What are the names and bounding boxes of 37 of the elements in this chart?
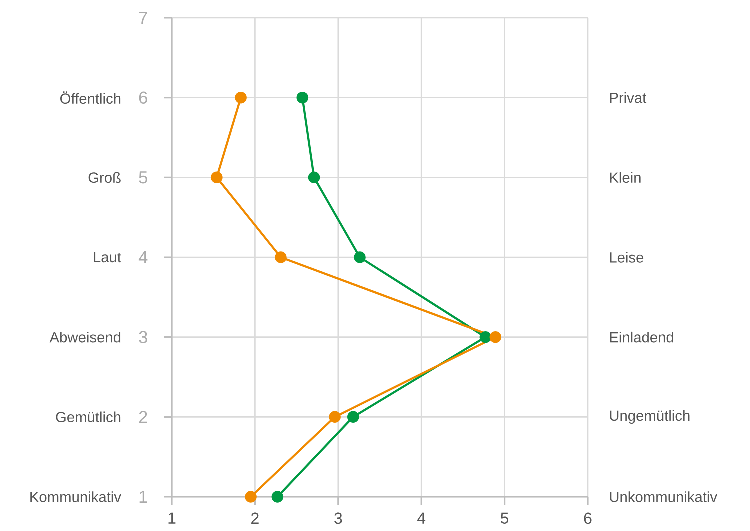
text: 2 — [139, 411, 148, 424]
x-tick-label: 4 — [418, 512, 426, 524]
point — [308, 172, 320, 184]
y-tick-label: Laut — [94, 252, 122, 263]
text: 5 — [139, 172, 148, 184]
y2-tick-label: Einladend — [610, 332, 674, 343]
x-tick-label: 1 — [168, 512, 176, 524]
point — [480, 331, 492, 344]
x-tick-label: 6 — [584, 512, 592, 524]
y2-tick-label: Ungemütlich — [610, 410, 690, 424]
text: 1 — [140, 491, 148, 503]
text: 4 — [138, 252, 148, 264]
x-tick-label: 3 — [334, 512, 342, 524]
point — [211, 172, 223, 184]
text: 3 — [139, 331, 148, 344]
point — [348, 411, 360, 424]
x-tick-label: 5 — [500, 512, 509, 524]
y2-tick-label: Unkommunikativ — [610, 492, 718, 502]
point — [490, 331, 502, 344]
text: 6 — [139, 92, 148, 104]
point — [235, 92, 247, 104]
x-tick-label: 2 — [252, 512, 259, 524]
y2-tick-label: Privat — [610, 92, 647, 104]
y2-tick-label: Klein — [610, 172, 641, 184]
y2-tick-label: Leise — [610, 252, 644, 263]
point — [329, 411, 341, 424]
y-tick-label: Kommunikativ — [30, 492, 122, 502]
point — [272, 491, 284, 503]
text: 7 — [139, 12, 148, 24]
y-tick-label: Groß — [88, 172, 121, 184]
y-tick-label: Gemütlich — [56, 412, 121, 423]
y-tick-label: Abweisend — [50, 332, 121, 343]
point — [296, 92, 308, 104]
point — [275, 252, 287, 264]
y-tick-label: Öffentlich — [60, 92, 121, 104]
point — [245, 491, 257, 503]
point — [354, 252, 366, 264]
